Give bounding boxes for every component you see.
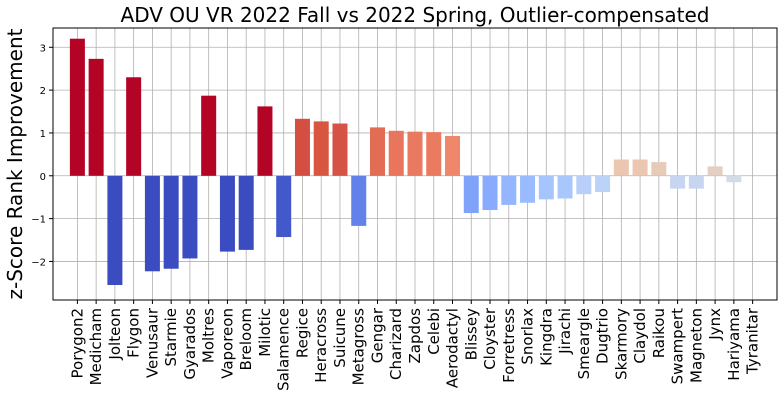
chart-title: ADV OU VR 2022 Fall vs 2022 Spring, Outl…: [121, 3, 710, 27]
x-tick-label: Celebi: [425, 308, 443, 355]
bar-metagross: [351, 175, 367, 226]
y-tick-label: −2: [31, 257, 46, 268]
x-tick-label: Suicune: [331, 308, 349, 368]
bar-regice: [294, 118, 310, 176]
x-tick-label: Hariyama: [725, 308, 743, 381]
x-tick-label: Dugtrio: [594, 308, 612, 364]
x-tick-label: Tyranitar: [744, 307, 762, 375]
bar-raikou: [651, 162, 667, 176]
x-tick-label: Jolteon: [106, 308, 124, 361]
bar-venusaur: [144, 175, 160, 272]
bar-gengar: [369, 127, 385, 176]
x-tick-label: Metagross: [350, 308, 368, 386]
x-tick-label: Porygon2: [68, 308, 86, 378]
bar-celebi: [426, 132, 442, 176]
bar-skarmory: [613, 159, 629, 176]
y-tick-label: 2: [40, 86, 46, 97]
bar-hariyama: [726, 175, 742, 183]
bar-smeargle: [576, 175, 592, 195]
x-tick-label: Vaporeon: [218, 308, 236, 379]
x-tick-label: Claydol: [631, 308, 649, 364]
bars: [69, 38, 742, 286]
bar-kingdra: [538, 175, 554, 200]
x-tick-label: Gyarados: [181, 308, 199, 380]
x-tick-label: Cloyster: [481, 307, 499, 370]
bar-starmie: [163, 175, 179, 269]
y-tick-label: 1: [40, 129, 46, 140]
bar-heracross: [313, 121, 329, 176]
bar-gyarados: [182, 175, 198, 259]
bar-swampert: [670, 175, 686, 189]
x-tick-label: Magneton: [687, 308, 705, 383]
x-tick-label: Milotic: [256, 308, 274, 357]
bar-charizard: [388, 130, 404, 176]
x-tick-label: Salamence: [275, 308, 293, 391]
bar-forretress: [501, 175, 517, 205]
x-tick-label: Zapdos: [406, 308, 424, 364]
x-tick-label: Heracross: [312, 308, 330, 383]
bar-aerodactyl: [445, 135, 461, 176]
x-tick-label: Moltres: [200, 308, 218, 363]
bar-zapdos: [407, 131, 423, 176]
x-tick-label: Snorlax: [519, 308, 537, 365]
x-tick-label: Skarmory: [612, 308, 630, 380]
bar-jolteon: [107, 175, 123, 286]
bar-snorlax: [520, 175, 536, 203]
bar-milotic: [257, 106, 273, 176]
bar-suicune: [332, 123, 348, 176]
x-tick-label: Venusaur: [143, 307, 161, 378]
x-tick-label: Swampert: [669, 308, 687, 385]
x-tick-label: Starmie: [162, 308, 180, 367]
y-tick-label: −1: [31, 215, 46, 226]
x-ticks: Porygon2 Medicham Jolteon Flygon Venusaur Sta…: [68, 300, 762, 391]
x-tick-label: Breloom: [237, 308, 255, 371]
bar-porygon2: [69, 38, 85, 176]
bar-cloyster: [482, 175, 498, 211]
x-tick-label: Charizard: [387, 308, 405, 380]
x-tick-label: Smeargle: [575, 308, 593, 379]
y-ticks: −2 −1 0 1 2 3: [31, 43, 53, 268]
x-tick-label: Forretress: [500, 308, 518, 383]
bar-medicham: [88, 58, 104, 176]
bar-claydol: [632, 159, 648, 176]
y-tick-label: 3: [40, 43, 46, 54]
bar-magneton: [688, 175, 704, 189]
bar-breloom: [238, 175, 254, 250]
y-tick-label: 0: [40, 172, 46, 183]
x-tick-label: Medicham: [87, 308, 105, 385]
x-tick-label: Jynx: [706, 308, 724, 341]
bar-flygon: [126, 77, 142, 176]
x-tick-label: Jirachi: [556, 308, 574, 355]
x-tick-label: Raikou: [650, 308, 668, 358]
x-tick-label: Kingdra: [537, 308, 555, 366]
bar-salamence: [276, 175, 292, 238]
x-tick-label: Gengar: [368, 307, 386, 363]
bar-jynx: [707, 166, 723, 176]
x-tick-label: Regice: [293, 308, 311, 358]
x-tick-label: Aerodactyl: [444, 308, 462, 388]
y-axis-label: z-Score Rank Improvement: [3, 28, 27, 299]
bar-jirachi: [557, 175, 573, 199]
x-tick-label: Blissey: [462, 308, 480, 360]
bar-vaporeon: [219, 175, 235, 252]
bar-moltres: [201, 95, 217, 176]
bar-blissey: [463, 175, 479, 214]
bar-dugtrio: [595, 175, 611, 193]
x-tick-label: Flygon: [125, 308, 143, 358]
